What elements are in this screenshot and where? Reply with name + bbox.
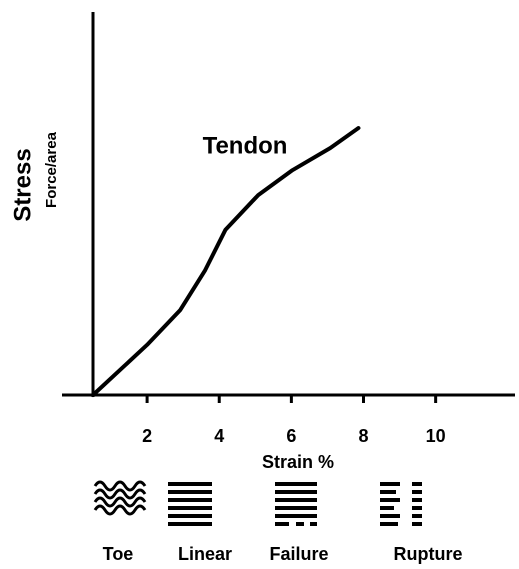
x-tick-label: 4 (214, 426, 224, 446)
region-label: Toe (103, 544, 134, 564)
region-label: Rupture (394, 544, 463, 564)
y-axis-title: Stress (9, 148, 36, 221)
x-tick-label: 2 (142, 426, 152, 446)
x-tick-label: 10 (426, 426, 446, 446)
toe-icon (93, 480, 147, 516)
region-label: Failure (269, 544, 328, 564)
x-tick-label: 8 (359, 426, 369, 446)
annotation: Tendon (203, 132, 288, 159)
data-line (91, 126, 361, 397)
region-label: Linear (178, 544, 232, 564)
linear-icon (168, 482, 212, 526)
y-axis-subtitle: Force/area (43, 131, 60, 208)
x-tick-label: 6 (286, 426, 296, 446)
failure-icon (275, 482, 317, 526)
x-axis-title: Strain % (262, 452, 334, 472)
rupture-icon (380, 482, 422, 526)
